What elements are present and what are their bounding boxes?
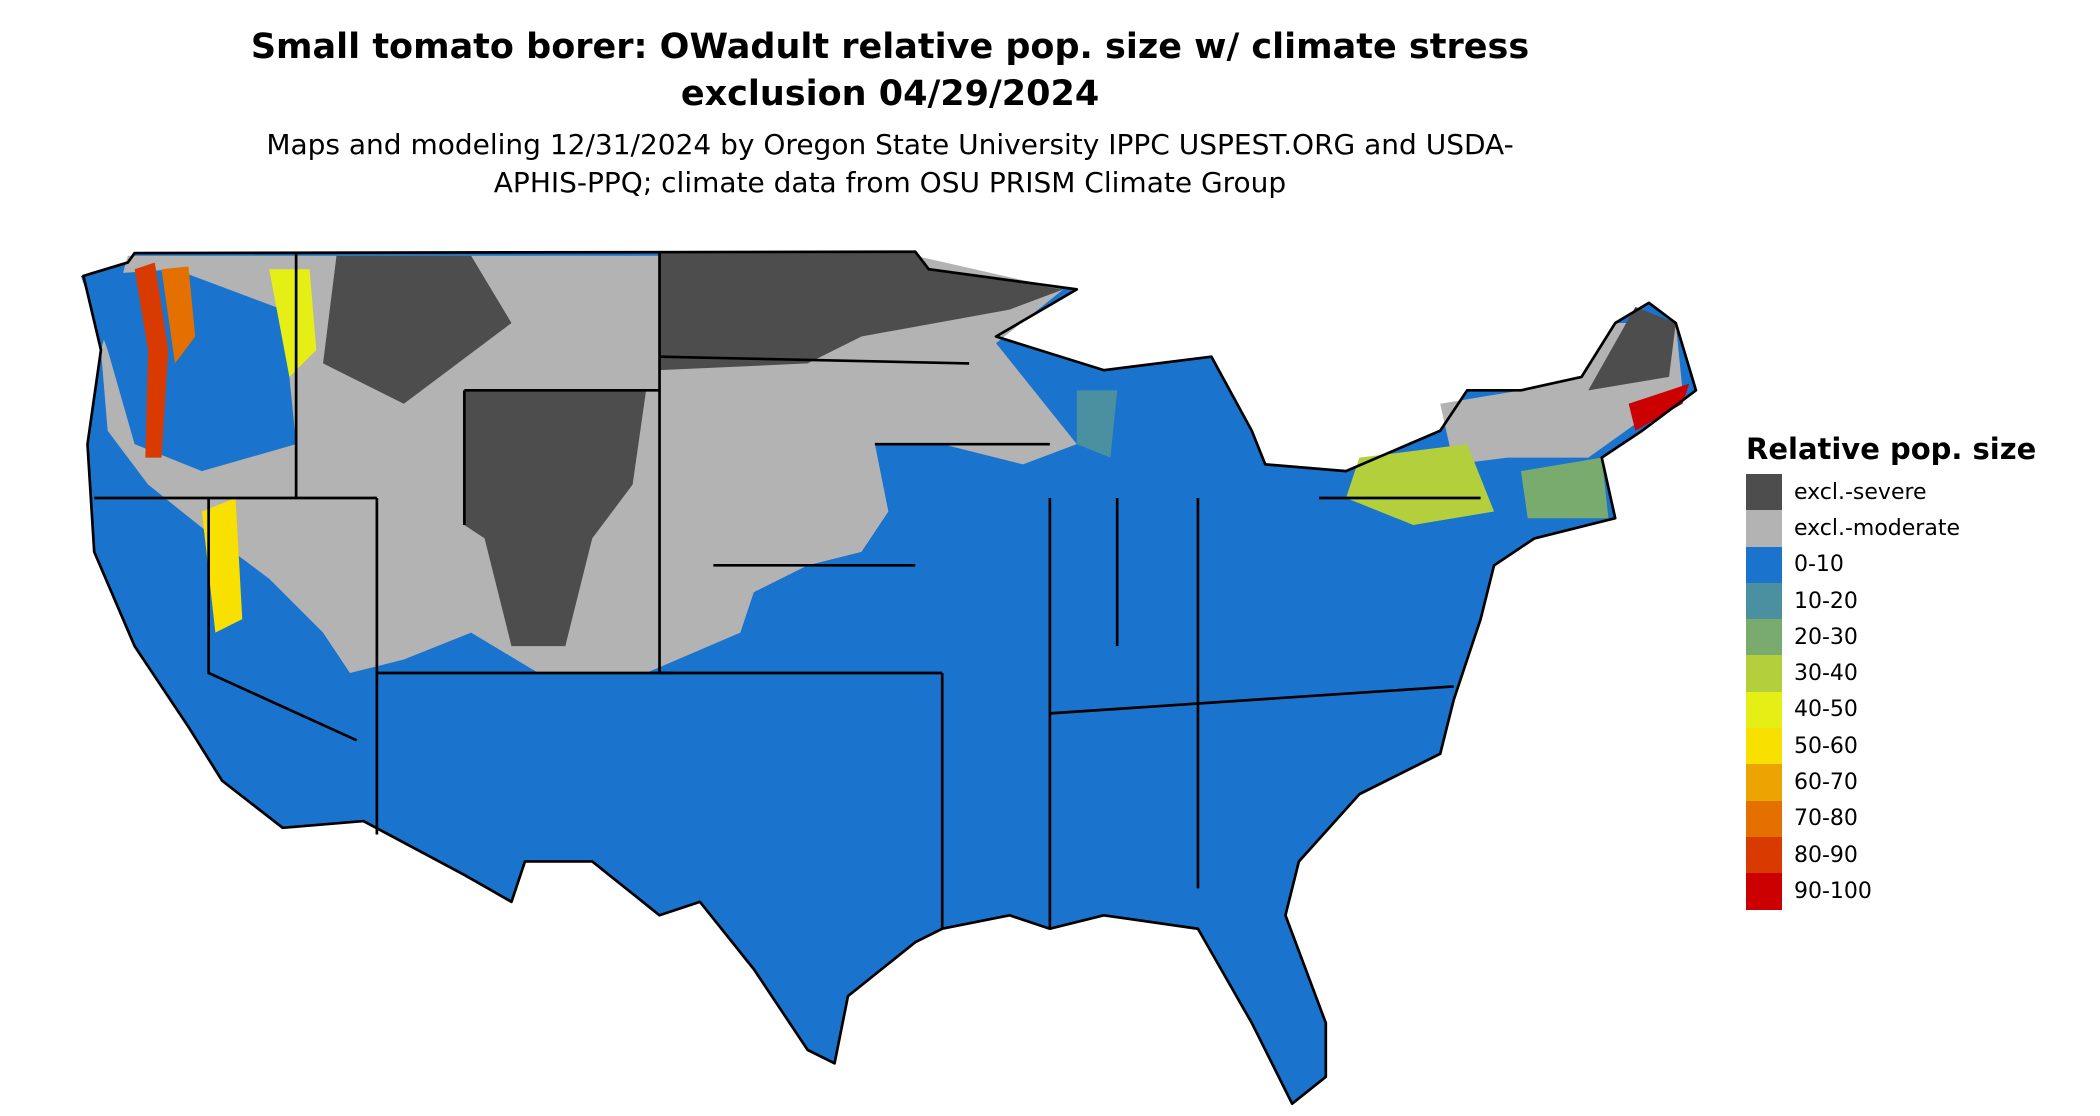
hot-spot-region: [269, 269, 317, 377]
map-title: Small tomato borer: OWadult relative pop…: [250, 27, 1530, 114]
national-border: [82, 250, 1698, 1106]
severe-exclusion-region: [659, 253, 1064, 371]
legend-label: excl.-moderate: [1794, 515, 1960, 541]
legend-swatch: [1746, 764, 1782, 801]
legend-entry: 20-30: [1746, 619, 2036, 656]
legend-label: 60-70: [1794, 770, 1858, 796]
legend-swatch: [1746, 546, 1782, 583]
legend-entry: 10-20: [1746, 582, 2036, 620]
legend-entry: 0-10: [1746, 546, 2036, 583]
legend-items: excl.-severe excl.-moderate 0-10 10-20 20-30…: [1746, 474, 2036, 910]
legend-swatch: [1746, 691, 1782, 729]
legend-swatch: [1746, 800, 1782, 837]
legend-swatch: [1746, 474, 1782, 511]
legend-entry: 40-50: [1746, 691, 2036, 729]
hot-spot-region: [1520, 457, 1609, 519]
legend-title: Relative pop. size: [1746, 432, 2037, 466]
legend-entry: excl.-moderate: [1746, 510, 2036, 547]
legend-entry: excl.-severe: [1746, 474, 2036, 511]
hot-spot-region: [1628, 383, 1690, 431]
legend-entry: 60-70: [1746, 764, 2036, 801]
legend-entry: 30-40: [1746, 655, 2036, 692]
legend-swatch: [1746, 655, 1782, 692]
legend-label: excl.-severe: [1794, 479, 1927, 505]
legend-label: 50-60: [1794, 733, 1858, 759]
legend-label: 90-100: [1794, 878, 1872, 904]
state-border: [1049, 685, 1454, 715]
severe-exclusion-region: [323, 255, 512, 404]
hot-spot-region: [1076, 390, 1118, 458]
map-subtitle: Maps and modeling 12/31/2024 by Oregon S…: [266, 128, 1514, 199]
legend-label: 10-20: [1794, 588, 1858, 614]
hot-spot-region: [1346, 444, 1495, 525]
legend-swatch: [1746, 582, 1782, 620]
moderate-band-region: [80, 269, 297, 472]
state-border: [207, 498, 358, 742]
map: [80, 250, 1698, 1106]
legend-label: 40-50: [1794, 697, 1858, 723]
legend-label: 30-40: [1794, 661, 1858, 687]
legend-swatch: [1746, 619, 1782, 656]
severe-exclusion-region: [1588, 306, 1676, 391]
state-border: [659, 355, 970, 365]
hot-spot-region: [161, 266, 196, 364]
legend-swatch: [1746, 873, 1782, 910]
legend-label: 20-30: [1794, 624, 1858, 650]
legend-entry: 80-90: [1746, 836, 2036, 874]
legend-swatch: [1746, 510, 1782, 547]
hot-spot-region: [201, 498, 243, 633]
legend-swatch: [1746, 836, 1782, 874]
legend-entry: 50-60: [1746, 728, 2036, 765]
severe-exclusion-region: [464, 390, 647, 647]
legend-entry: 70-80: [1746, 800, 2036, 837]
legend-label: 0-10: [1794, 552, 1844, 578]
legend-label: 70-80: [1794, 806, 1858, 832]
legend: Relative pop. size excl.-severe excl.-mod…: [1746, 432, 2036, 910]
legend-label: 80-90: [1794, 842, 1858, 868]
legend-entry: 90-100: [1746, 873, 2036, 910]
legend-swatch: [1746, 728, 1782, 765]
map-body: [80, 250, 1698, 1106]
hot-spot-region: [134, 262, 169, 458]
